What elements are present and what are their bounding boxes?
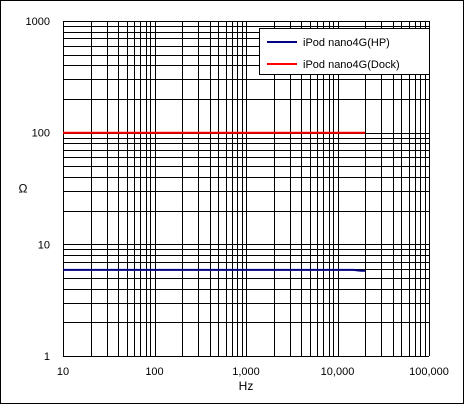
legend-label-hp: iPod nano4G(HP): [303, 37, 390, 49]
y-axis-label: Ω: [19, 182, 28, 196]
x-tick-label: 1,000: [232, 366, 260, 378]
y-tick-label: 100: [32, 128, 50, 140]
y-tick-label: 10: [38, 239, 50, 251]
series-line-hp: [63, 268, 365, 272]
legend: iPod nano4G(HP) iPod nano4G(Dock): [259, 28, 430, 75]
x-tick-label: 10: [57, 366, 69, 378]
series-lines: [63, 131, 365, 272]
tick-labels: 10 100 1,000 10,000 100,000 1 10 100 1000: [26, 16, 449, 378]
x-axis-label: Hz: [239, 379, 254, 393]
x-tick-label: 10,000: [321, 366, 355, 378]
y-tick-label: 1: [44, 351, 50, 363]
x-tick-label: 100: [145, 366, 163, 378]
grid-lines: [63, 21, 430, 357]
legend-box: [259, 28, 430, 75]
x-tick-label: 100,000: [409, 366, 449, 378]
legend-label-dock: iPod nano4G(Dock): [303, 59, 400, 71]
y-tick-label: 1000: [26, 16, 50, 28]
